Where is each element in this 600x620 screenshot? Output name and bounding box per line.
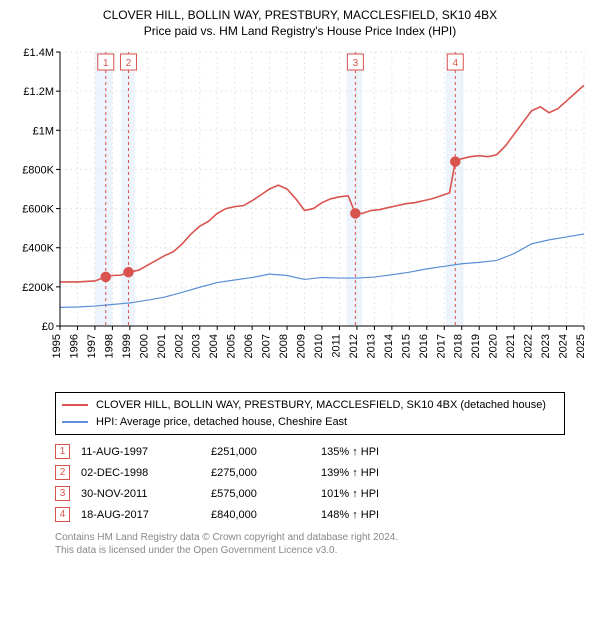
- ytick-label: £600K: [22, 204, 54, 216]
- xtick-label: 1995: [51, 334, 63, 358]
- sale-marker: 2: [55, 465, 70, 480]
- title-line2: Price paid vs. HM Land Registry's House …: [10, 24, 590, 38]
- table-row: 2 02-DEC-1998£275,000139% ↑ HPI: [55, 462, 565, 483]
- legend: CLOVER HILL, BOLLIN WAY, PRESTBURY, MACC…: [55, 392, 565, 435]
- ytick-label: £200K: [22, 282, 54, 294]
- marker-label-2: 2: [126, 58, 132, 69]
- table-row: 4 18-AUG-2017£840,000148% ↑ HPI: [55, 504, 565, 525]
- sale-dot: [351, 209, 360, 218]
- sale-marker: 3: [55, 486, 70, 501]
- table-row: 1 11-AUG-1997£251,000135% ↑ HPI: [55, 441, 565, 462]
- xtick-label: 2016: [418, 334, 430, 358]
- xtick-label: 2000: [138, 334, 150, 358]
- xtick-label: 1998: [103, 334, 115, 358]
- sale-date: 18-AUG-2017: [81, 504, 211, 525]
- marker-label-1: 1: [103, 58, 109, 69]
- ytick-label: £1M: [33, 125, 54, 137]
- ytick-label: £1.2M: [23, 86, 54, 98]
- xtick-label: 2011: [330, 334, 342, 358]
- xtick-label: 2023: [540, 334, 552, 358]
- legend-swatch: [62, 421, 88, 423]
- xtick-label: 1996: [68, 334, 80, 358]
- xtick-label: 2015: [400, 334, 412, 358]
- xtick-label: 2024: [558, 334, 570, 358]
- ytick-label: £0: [42, 321, 54, 333]
- xtick-label: 2013: [365, 334, 377, 358]
- chart-container: CLOVER HILL, BOLLIN WAY, PRESTBURY, MACC…: [0, 0, 600, 561]
- sale-price: £575,000: [211, 483, 321, 504]
- marker-label-4: 4: [452, 58, 458, 69]
- sale-dot: [101, 272, 110, 281]
- xtick-label: 2007: [261, 334, 273, 358]
- legend-label: CLOVER HILL, BOLLIN WAY, PRESTBURY, MACC…: [96, 397, 546, 414]
- footer-line1: Contains HM Land Registry data © Crown c…: [55, 531, 565, 544]
- xtick-label: 2014: [383, 334, 395, 358]
- legend-swatch: [62, 404, 88, 406]
- xtick-label: 1999: [121, 334, 133, 358]
- table-row: 3 30-NOV-2011£575,000101% ↑ HPI: [55, 483, 565, 504]
- xtick-label: 2008: [278, 334, 290, 358]
- xtick-label: 2001: [156, 334, 168, 358]
- xtick-label: 2002: [173, 334, 185, 358]
- sale-pct: 139% ↑ HPI: [321, 462, 565, 483]
- footer-line2: This data is licensed under the Open Gov…: [55, 544, 565, 557]
- sale-date: 11-AUG-1997: [81, 441, 211, 462]
- title-line1: CLOVER HILL, BOLLIN WAY, PRESTBURY, MACC…: [10, 8, 590, 22]
- xtick-label: 2003: [191, 334, 203, 358]
- sale-price: £840,000: [211, 504, 321, 525]
- sale-date: 30-NOV-2011: [81, 483, 211, 504]
- footer: Contains HM Land Registry data © Crown c…: [55, 531, 565, 557]
- marker-label-3: 3: [353, 58, 359, 69]
- xtick-label: 2025: [575, 334, 587, 358]
- xtick-label: 2004: [208, 334, 220, 358]
- title-block: CLOVER HILL, BOLLIN WAY, PRESTBURY, MACC…: [10, 8, 590, 38]
- xtick-label: 2010: [313, 334, 325, 358]
- sale-marker: 1: [55, 444, 70, 459]
- sale-dot: [451, 157, 460, 166]
- xtick-label: 2018: [453, 334, 465, 358]
- xtick-label: 2005: [226, 334, 238, 358]
- xtick-label: 2020: [488, 334, 500, 358]
- xtick-label: 2021: [505, 334, 517, 358]
- chart-svg: 1 2 3 4 £0 £200K £400K £600K £800K £1M £1.2M £1.4M 1…: [10, 44, 590, 384]
- legend-label: HPI: Average price, detached house, Ches…: [96, 414, 347, 431]
- sales-table: 1 11-AUG-1997£251,000135% ↑ HPI 2 02-DEC-19…: [55, 441, 565, 525]
- sale-pct: 148% ↑ HPI: [321, 504, 565, 525]
- xtick-label: 2009: [296, 334, 308, 358]
- legend-row: CLOVER HILL, BOLLIN WAY, PRESTBURY, MACC…: [62, 397, 558, 414]
- ytick-label: £1.4M: [23, 47, 54, 59]
- sale-price: £251,000: [211, 441, 321, 462]
- ytick-label: £800K: [22, 164, 54, 176]
- xtick-label: 2006: [243, 334, 255, 358]
- legend-row: HPI: Average price, detached house, Ches…: [62, 414, 558, 431]
- sale-pct: 135% ↑ HPI: [321, 441, 565, 462]
- xtick-label: 2022: [523, 334, 535, 358]
- sale-pct: 101% ↑ HPI: [321, 483, 565, 504]
- ytick-label: £400K: [22, 243, 54, 255]
- sale-marker: 4: [55, 507, 70, 522]
- chart-area: 1 2 3 4 £0 £200K £400K £600K £800K £1M £1.2M £1.4M 1…: [10, 44, 590, 384]
- xtick-label: 2017: [435, 334, 447, 358]
- xtick-label: 2019: [470, 334, 482, 358]
- sale-price: £275,000: [211, 462, 321, 483]
- sale-dot: [124, 268, 133, 277]
- xtick-label: 2012: [348, 334, 360, 358]
- sale-date: 02-DEC-1998: [81, 462, 211, 483]
- xtick-label: 1997: [86, 334, 98, 358]
